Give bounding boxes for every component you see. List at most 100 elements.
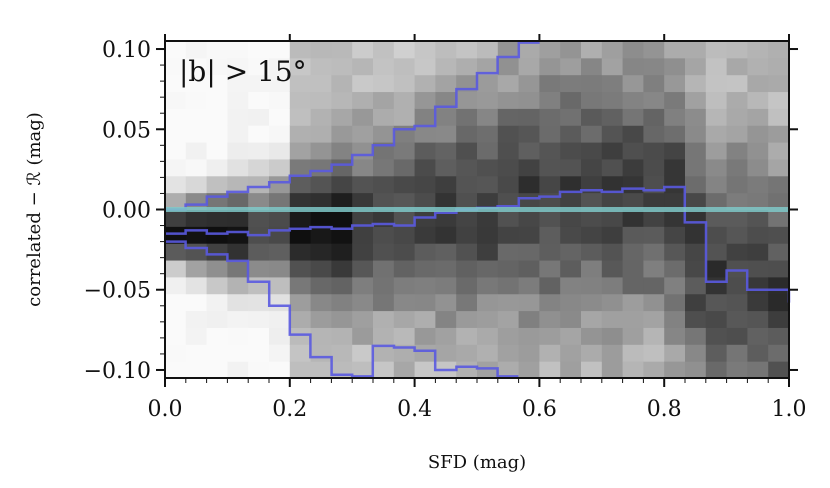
heatmap-cell [269,310,291,328]
heatmap-cell [705,226,728,244]
heatmap-cell [206,276,228,295]
heatmap-cell [352,327,374,345]
heatmap-cell [643,158,665,177]
heatmap-cell [518,243,540,261]
heatmap-cell [622,310,644,328]
heatmap-cell [643,125,665,143]
heatmap-cell [393,310,416,328]
heatmap-cell [622,125,644,143]
heatmap-cell [747,142,769,160]
heatmap-cell [310,175,332,194]
heatmap-cell [601,344,624,362]
heatmap-cell [664,91,686,109]
heatmap-cell [643,260,665,278]
heatmap-cell [747,276,769,295]
heatmap-cell [685,243,707,261]
heatmap-cell [768,361,790,379]
heatmap-cell [705,192,728,210]
heatmap-cell [269,125,291,143]
heatmap-cell [352,226,374,244]
heatmap-cell [331,243,353,261]
heatmap-cell [664,226,686,244]
heatmap-cell [393,108,416,126]
axis-ticks: 0.0 0.2 0.4 0.6 0.8 1.0 −0.10 −0.05 0.00 0.05 0.10 [84,34,807,422]
heatmap-cell [185,41,208,59]
heatmap-cell [206,209,228,227]
heatmap-cell [206,327,228,345]
heatmap-cell [747,74,769,93]
heatmap-cell [622,91,644,109]
heatmap-cell [352,74,374,93]
heatmap-cell [289,310,312,328]
heatmap-cell [310,74,332,93]
x-tick-label: 0.4 [397,397,432,422]
heatmap-cell [269,344,291,362]
heatmap-cell [248,361,270,379]
heatmap-cell [393,91,416,109]
heatmap-cell [269,192,291,210]
heatmap-cell [269,276,291,295]
heatmap-cell [601,243,624,261]
heatmap-cell [456,57,478,76]
heatmap-cell [352,293,374,312]
heatmap-cell [539,41,561,59]
heatmap-cell [518,158,540,177]
heatmap-cell [414,74,436,93]
heatmap-cell [248,293,270,312]
heatmap-cell [581,243,603,261]
heatmap-cell [227,243,249,261]
heatmap-cell [477,158,499,177]
heatmap-cell [643,276,665,295]
heatmap-cell [269,57,291,76]
heatmap-cell [352,361,374,379]
heatmap-cell [685,158,707,177]
heatmap-cell [165,361,187,379]
heatmap-cell [497,310,520,328]
heatmap-cell [768,293,790,312]
heatmap-cell [643,142,665,160]
heatmap-cell [664,344,686,362]
heatmap-cell [310,293,332,312]
heatmap-cell [456,293,478,312]
heatmap-cell [331,175,353,194]
x-tick-label: 0.8 [647,397,682,422]
heatmap-cell [601,276,624,295]
heatmap-cell [685,91,707,109]
heatmap-cell [393,361,416,379]
heatmap-cell [643,327,665,345]
heatmap-cell [477,57,499,76]
heatmap-cell [352,158,374,177]
heatmap-cell [685,344,707,362]
heatmap-cell [747,327,769,345]
heatmap-cell [414,108,436,126]
heatmap-cell [206,125,228,143]
heatmap-cell [685,108,707,126]
x-tick-label: 0.0 [148,397,183,422]
heatmap-cell [726,175,748,194]
heatmap-cell [414,41,436,59]
heatmap-cell [248,175,270,194]
heatmap-cell [310,344,332,362]
heatmap-cell [414,57,436,76]
heatmap-cell [269,41,291,59]
heatmap-cell [560,175,582,194]
heatmap-cell [768,91,790,109]
heatmap-cell [747,91,769,109]
heatmap-cell [539,91,561,109]
heatmap-cell [310,108,332,126]
heatmap-cell [269,361,291,379]
heatmap-cell [705,310,728,328]
heatmap-cell [227,91,249,109]
heatmap-cell [747,293,769,312]
heatmap-cell [685,310,707,328]
heatmap-cell [393,192,416,210]
heatmap-cell [165,41,187,59]
heatmap-cell [726,276,748,295]
heatmap-cell [269,108,291,126]
heatmap-cell [393,226,416,244]
heatmap-cell [726,158,748,177]
heatmap-cell [414,91,436,109]
heatmap-cell [601,192,624,210]
heatmap-cell [477,361,499,379]
heatmap-cell [414,158,436,177]
